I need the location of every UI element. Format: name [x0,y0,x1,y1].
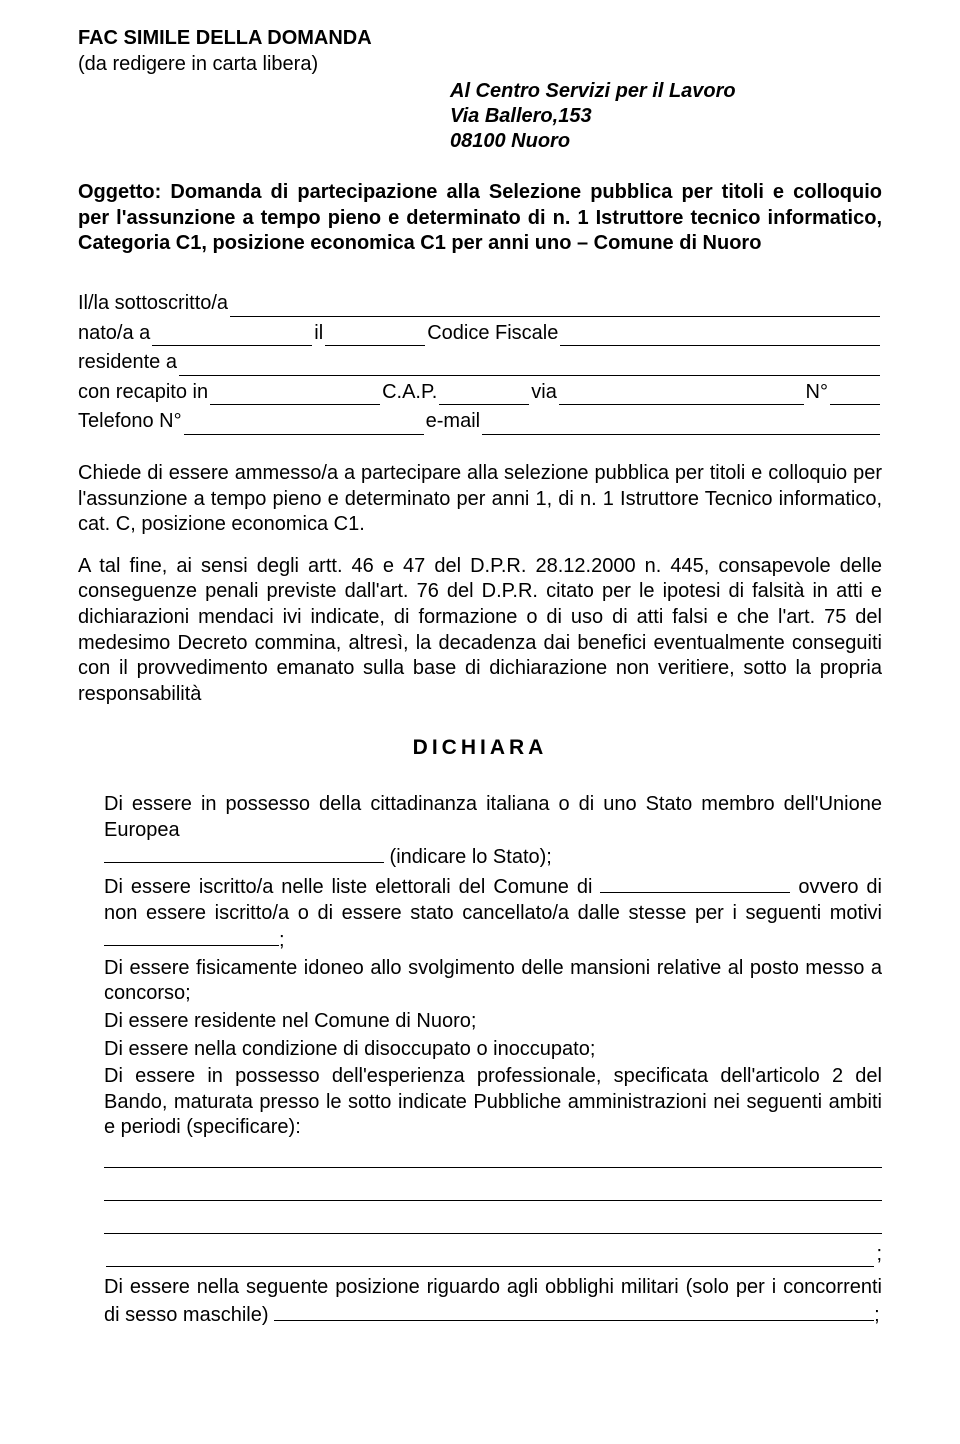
input-tel[interactable] [184,413,424,435]
item-elettorale: Di essere iscritto/a nelle liste elettor… [104,873,882,954]
it7b: ; [874,1304,880,1326]
input-militare[interactable] [274,1301,874,1321]
document-page: FAC SIMILE DELLA DOMANDA (da redigere in… [0,0,960,1444]
header-line2: (da redigere in carta libera) [78,52,882,78]
exp-line-4-fill[interactable] [106,1245,874,1267]
lbl-tel: Telefono N° [78,409,182,435]
input-sottoscritto[interactable] [230,295,880,317]
lbl-nato: nato/a a [78,321,150,347]
input-via[interactable] [559,383,804,405]
it2a: Di essere iscritto/a nelle liste elettor… [104,876,600,898]
item-militari: Di essere nella seguente posizione rigua… [104,1275,882,1328]
input-stato[interactable] [104,843,384,863]
talfine-paragraph: A tal fine, ai sensi degli artt. 46 e 47… [78,554,882,708]
subject-text: Domanda di partecipazione alla Selezione… [78,181,882,254]
it1a: Di essere in possesso della cittadinanza… [104,793,882,841]
it2c: ; [279,929,285,951]
input-nato[interactable] [152,324,312,346]
row-sottoscritto: Il/la sottoscritto/a [78,291,882,317]
item-residente: Di essere residente nel Comune di Nuoro; [104,1009,882,1035]
chiede-paragraph: Chiede di essere ammesso/a a partecipare… [78,461,882,538]
item-idoneo: Di essere fisicamente idoneo allo svolgi… [104,956,882,1007]
lbl-cap: C.A.P. [382,380,437,406]
item-esperienza: Di essere in possesso dell'esperienza pr… [104,1064,882,1141]
item-cittadinanza: Di essere in possesso della cittadinanza… [104,792,882,871]
exp-line-3[interactable] [104,1209,882,1234]
form-fields: Il/la sottoscritto/a nato/a a il Codice … [78,291,882,435]
subject-label: Oggetto: [78,181,161,203]
input-cap[interactable] [439,383,529,405]
row-tel: Telefono N° e-mail [78,409,882,435]
lbl-recapito: con recapito in [78,380,208,406]
item-disoccupato: Di essere nella condizione di disoccupat… [104,1037,882,1063]
lbl-via: via [531,380,557,406]
header: FAC SIMILE DELLA DOMANDA (da redigere in… [78,26,882,77]
row-nato: nato/a a il Codice Fiscale [78,321,882,347]
input-comune-elett[interactable] [600,873,790,893]
lbl-codfisc: Codice Fiscale [427,321,558,347]
dichiara-heading: DICHIARA [78,735,882,762]
addr-l1: Al Centro Servizi per il Lavoro [450,79,882,104]
lbl-email: e-mail [426,409,480,435]
addr-l2: Via Ballero,153 [450,104,882,129]
input-recapito[interactable] [210,383,380,405]
input-il[interactable] [325,324,425,346]
addr-l3: 08100 Nuoro [450,129,882,154]
recipient-address: Al Centro Servizi per il Lavoro Via Ball… [450,79,882,154]
input-residente[interactable] [179,354,880,376]
input-codfisc[interactable] [560,324,880,346]
row-residente: residente a [78,350,882,376]
lbl-residente: residente a [78,350,177,376]
subject-block: Oggetto: Domanda di partecipazione alla … [78,180,882,257]
input-num[interactable] [830,383,880,405]
exp-line-4: ; [104,1242,882,1268]
input-motivi[interactable] [104,926,279,946]
header-line1: FAC SIMILE DELLA DOMANDA [78,26,882,52]
exp-line-1[interactable] [104,1143,882,1168]
declaration-list: Di essere in possesso della cittadinanza… [78,792,882,1329]
exp-line-2[interactable] [104,1176,882,1201]
it1b: (indicare lo Stato); [384,846,552,868]
row-recapito: con recapito in C.A.P. via N° [78,380,882,406]
lbl-sottoscritto: Il/la sottoscritto/a [78,291,228,317]
lbl-num: N° [806,380,828,406]
lbl-il: il [314,321,323,347]
exp-semicolon: ; [876,1242,882,1268]
input-email[interactable] [482,413,880,435]
